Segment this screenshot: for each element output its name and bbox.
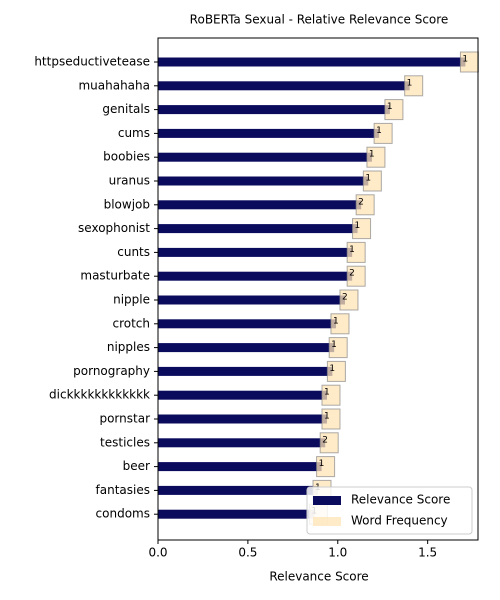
bar xyxy=(158,390,327,400)
y-tick-label: pornography xyxy=(73,364,150,378)
frequency-label: 2 xyxy=(349,269,355,279)
frequency-box xyxy=(328,337,348,359)
bar xyxy=(158,414,327,424)
bar xyxy=(158,485,318,495)
frequency-box xyxy=(330,313,350,335)
x-tick-label: 0.0 xyxy=(148,546,167,560)
plot-frame xyxy=(157,37,479,541)
y-tick-label: nipples xyxy=(107,340,150,354)
y-tick-label: masturbate xyxy=(80,269,150,283)
y-tick-label: uranus xyxy=(109,174,150,188)
bar xyxy=(158,128,380,138)
frequency-box xyxy=(352,218,372,240)
legend-swatch xyxy=(313,496,341,505)
frequency-label: 2 xyxy=(322,435,328,445)
y-tick-label: pornstar xyxy=(99,412,150,426)
bar xyxy=(158,319,336,329)
bar xyxy=(158,271,353,281)
frequency-box xyxy=(384,99,404,121)
bar xyxy=(158,247,353,257)
bar xyxy=(158,176,369,186)
y-tick-label: blowjob xyxy=(104,197,150,211)
y-tick-label: cums xyxy=(118,126,150,140)
bar xyxy=(158,366,333,376)
y-tick-label: condoms xyxy=(96,507,150,521)
frequency-label: 1 xyxy=(333,316,339,326)
frequency-label: 1 xyxy=(319,459,325,469)
bar xyxy=(158,509,315,519)
x-tick-label: 0.5 xyxy=(238,546,257,560)
bar xyxy=(158,438,326,448)
bar xyxy=(158,105,390,115)
frequency-box xyxy=(362,170,382,192)
legend-label: Word Frequency xyxy=(351,514,448,528)
bar xyxy=(158,224,358,234)
frequency-label: 1 xyxy=(331,340,337,350)
bar xyxy=(158,343,335,353)
frequency-box xyxy=(355,194,375,216)
frequency-label: 1 xyxy=(324,388,330,398)
y-tick-label: muahahaha xyxy=(78,78,150,92)
bar xyxy=(158,295,345,305)
frequency-label: 1 xyxy=(462,55,468,65)
frequency-box xyxy=(321,408,341,430)
x-tick-label: 1.5 xyxy=(418,546,437,560)
y-tick-label: beer xyxy=(123,459,150,473)
bar xyxy=(158,57,466,67)
frequency-label: 1 xyxy=(369,150,375,160)
y-tick-label: genitals xyxy=(102,102,150,116)
frequency-box xyxy=(321,384,341,406)
legend-swatch xyxy=(313,517,341,526)
frequency-label: 2 xyxy=(358,197,364,207)
frequency-label: 1 xyxy=(376,126,382,136)
frequency-box xyxy=(326,360,346,382)
y-tick-label: cunts xyxy=(117,245,150,259)
frequency-label: 1 xyxy=(355,221,361,231)
y-tick-label: crotch xyxy=(112,316,150,330)
frequency-box xyxy=(316,456,336,478)
y-tick-label: testicles xyxy=(100,435,150,449)
frequency-box xyxy=(373,122,393,144)
frequency-label: 1 xyxy=(387,102,393,112)
x-axis-label: Relevance Score xyxy=(269,570,368,584)
bar xyxy=(158,152,372,162)
y-tick-label: nipple xyxy=(113,293,150,307)
frequency-label: 1 xyxy=(329,364,335,374)
frequency-label: 1 xyxy=(349,245,355,255)
frequency-box xyxy=(346,265,366,287)
frequency-label: 1 xyxy=(324,412,330,422)
frequency-label: 1 xyxy=(365,174,371,184)
frequency-box xyxy=(346,241,366,263)
y-tick-label: boobies xyxy=(103,150,150,164)
frequency-label: 2 xyxy=(342,293,348,303)
y-tick-label: fantasies xyxy=(96,483,150,497)
legend-box xyxy=(306,486,473,535)
bar xyxy=(158,81,410,91)
frequency-box xyxy=(319,432,339,454)
legend-label: Relevance Score xyxy=(351,493,450,507)
chart-title: RoBERTa Sexual - Relative Relevance Scor… xyxy=(190,13,449,27)
bar xyxy=(158,200,362,210)
x-tick-label: 1.0 xyxy=(328,546,347,560)
frequency-label: 1 xyxy=(407,78,413,88)
frequency-box xyxy=(404,75,424,97)
frequency-box xyxy=(339,289,359,311)
y-tick-label: dickkkkkkkkkkkk xyxy=(49,388,150,402)
y-tick-label: httpseductivetease xyxy=(34,55,150,69)
frequency-box xyxy=(366,146,386,168)
y-tick-label: sexophonist xyxy=(78,221,150,235)
bar xyxy=(158,462,322,472)
